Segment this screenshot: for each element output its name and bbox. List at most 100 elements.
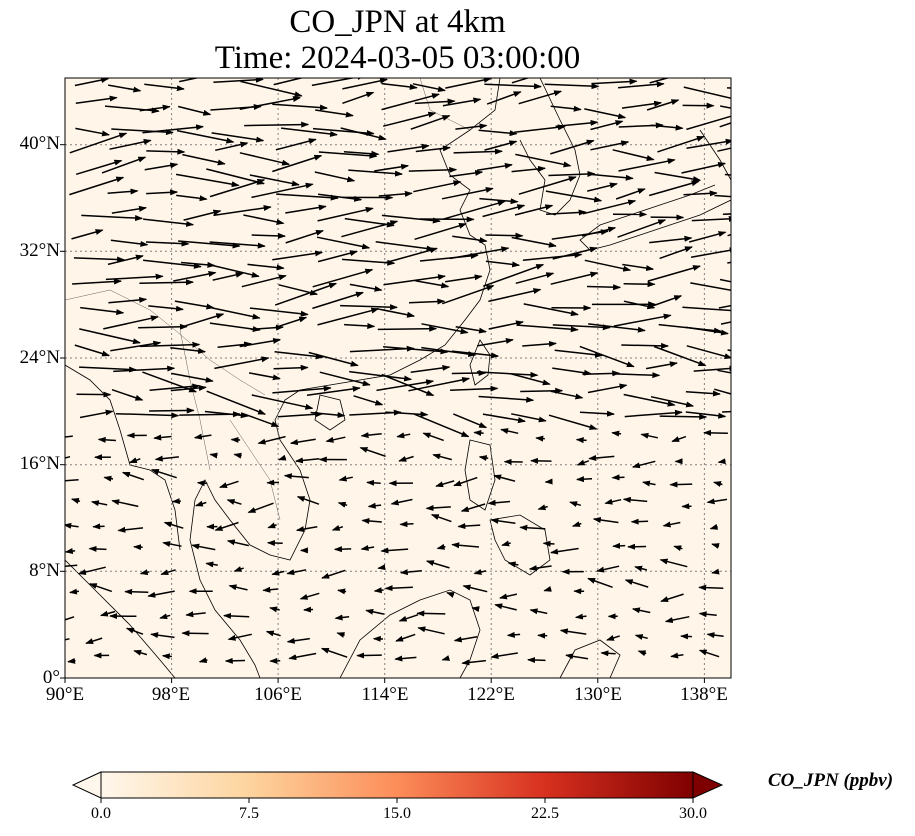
wind-arrow: [383, 274, 446, 286]
lon-tick-label: 90°E: [45, 684, 85, 705]
wind-arrow: [265, 630, 281, 637]
wind-arrow: [582, 370, 621, 377]
wind-arrow: [233, 566, 244, 572]
wind-arrow: [149, 407, 195, 414]
wind-arrow: [272, 154, 323, 173]
wind-arrow: [273, 364, 309, 371]
wind-arrow: [552, 367, 592, 376]
wind-arrow: [107, 254, 144, 266]
wind-arrow: [217, 341, 253, 349]
wind-arrow: [224, 657, 246, 664]
wind-arrow: [161, 653, 172, 660]
wind-arrow: [453, 148, 503, 155]
wind-arrow: [275, 138, 317, 151]
wind-arrow: [670, 652, 684, 659]
wind-arrow: [248, 372, 281, 381]
wind-arrow: [139, 279, 194, 286]
wind-arrow: [600, 650, 616, 657]
wind-arrow: [286, 569, 307, 576]
wind-arrow: [243, 214, 285, 225]
wind-arrow: [425, 504, 451, 511]
wind-arrow: [588, 323, 646, 333]
wind-arrow: [171, 498, 181, 505]
wind-arrow: [462, 584, 488, 593]
wind-arrow: [414, 222, 467, 241]
wind-arrow: [484, 83, 542, 90]
wind-arrow: [649, 235, 693, 244]
wind-arrow: [334, 614, 350, 621]
wind-arrow: [506, 631, 521, 638]
wind-arrow: [478, 129, 518, 137]
wind-arrow: [230, 436, 241, 443]
wind-arrow: [682, 306, 731, 312]
wind-arrow: [145, 240, 190, 247]
wind-arrow: [71, 229, 104, 240]
wind-arrow: [435, 480, 455, 488]
wind-arrow: [348, 169, 403, 177]
wind-arrow: [527, 657, 546, 664]
wind-arrow: [442, 97, 482, 107]
wind-arrow: [698, 649, 720, 658]
wind-arrow: [104, 105, 160, 114]
wind-arrow: [612, 542, 626, 549]
wind-arrow: [449, 246, 510, 260]
wind-arrow: [713, 481, 723, 487]
wind-arrow: [722, 213, 731, 215]
colorbar-tick-label: 15.0: [383, 805, 411, 822]
wind-arrow: [634, 565, 648, 572]
wind-arrow: [73, 256, 126, 263]
wind-arrow: [588, 455, 615, 461]
wind-arrow: [318, 151, 378, 159]
wind-arrow: [249, 307, 309, 317]
wind-arrow: [133, 649, 148, 656]
wind-arrow: [317, 250, 358, 263]
wind-arrow: [717, 147, 731, 152]
wind-arrow: [645, 361, 678, 370]
wind-arrow: [198, 657, 208, 664]
wind-arrow: [159, 613, 171, 620]
coastline-new-guinea: [559, 639, 621, 678]
wind-arrow: [544, 478, 553, 485]
wind-arrow: [640, 432, 658, 439]
wind-arrow: [673, 545, 683, 552]
wind-arrow: [142, 124, 205, 134]
wind-arrow: [586, 284, 622, 291]
wind-arrow: [417, 626, 445, 635]
coastline-korea: [519, 78, 581, 216]
wind-arrow: [410, 364, 451, 373]
wind-arrow: [281, 127, 338, 137]
wind-arrow: [449, 169, 484, 178]
wind-arrow: [630, 518, 649, 525]
wind-arrow: [653, 345, 707, 367]
wind-arrow: [441, 655, 451, 661]
wind-arrow: [349, 370, 413, 382]
wind-arrow: [484, 140, 518, 151]
wind-arrow: [285, 229, 324, 244]
wind-arrow: [648, 180, 700, 197]
wind-arrow: [219, 480, 239, 489]
wind-arrow: [360, 432, 382, 439]
wind-arrow: [720, 105, 731, 109]
wind-arrow: [383, 346, 449, 355]
wind-arrow: [337, 588, 347, 595]
wind-arrow: [110, 340, 162, 352]
wind-arrow: [685, 411, 727, 419]
wind-arrow: [460, 503, 486, 512]
wind-arrow: [101, 156, 147, 174]
wind-arrow: [709, 523, 719, 530]
wind-arrow: [115, 412, 180, 419]
wind-arrow: [550, 271, 599, 285]
wind-arrow: [182, 313, 225, 328]
wind-arrow: [654, 171, 702, 182]
wind-arrow: [262, 586, 278, 593]
wind-arrow: [81, 214, 144, 222]
wind-arrow: [488, 288, 542, 303]
colorbar-label: CO_JPN (ppbv): [768, 770, 894, 791]
wind-arrow: [685, 326, 729, 336]
wind-arrow: [139, 569, 150, 576]
wind-arrow: [529, 608, 548, 615]
colorbar-tick-label: 22.5: [531, 805, 559, 822]
wind-arrow: [337, 501, 348, 508]
wind-arrow: [719, 278, 731, 283]
wind-arrow: [606, 635, 620, 641]
